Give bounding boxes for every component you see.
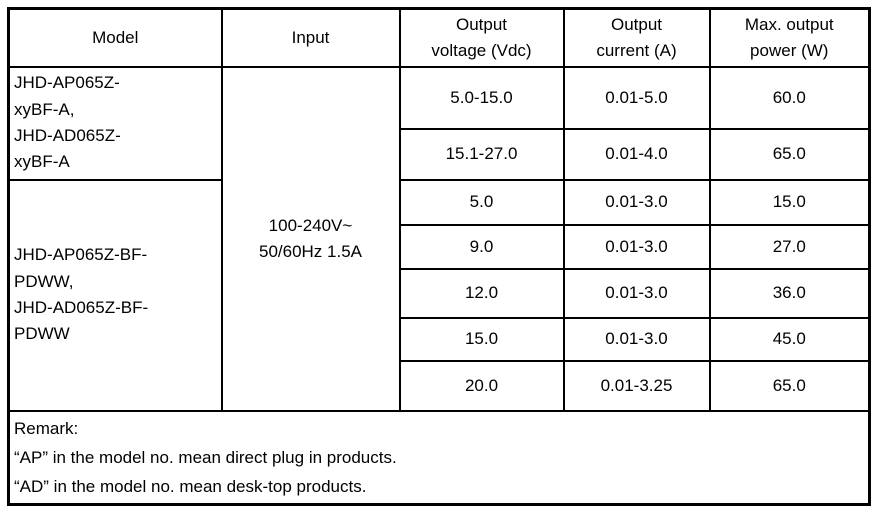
cell-power-5: 45.0	[708, 316, 871, 362]
remark-row: Remark: “AP” in the model no. mean direc…	[7, 409, 871, 505]
remark-cell: Remark: “AP” in the model no. mean direc…	[7, 409, 871, 505]
header-cell-max-output-power: Max. output power (W)	[708, 7, 871, 68]
cell-voltage-2: 5.0	[398, 178, 565, 226]
header-cell-output-voltage: Output voltage (Vdc)	[398, 7, 565, 68]
table-row: JHD-AP065Z- xyBF-A, JHD-AD065Z- xyBF-A 1…	[7, 65, 871, 412]
cell-current-6: 0.01-3.25	[562, 359, 711, 412]
cell-current-5: 0.01-3.0	[562, 316, 711, 362]
cell-voltage-6: 20.0	[398, 359, 565, 412]
cell-current-1: 0.01-4.0	[562, 127, 711, 181]
cell-voltage-5: 15.0	[398, 316, 565, 362]
table-row: 9.0 0.01-3.0 27.0	[9, 223, 871, 270]
table-row: 20.0 0.01-3.25 65.0	[9, 359, 871, 412]
cell-voltage-4: 12.0	[398, 267, 565, 319]
cell-current-0: 0.01-5.0	[562, 65, 711, 130]
table-row: 15.1-27.0 0.01-4.0 65.0	[9, 127, 871, 181]
cell-voltage-0: 5.0-15.0	[398, 65, 565, 130]
table-row: 12.0 0.01-3.0 36.0	[9, 267, 871, 319]
cell-current-3: 0.01-3.0	[562, 223, 711, 270]
cell-power-1: 65.0	[708, 127, 871, 181]
header-cell-output-current: Output current (A)	[562, 7, 711, 68]
table-header-row: Model Input Output voltage (Vdc) Output …	[7, 7, 871, 68]
model-group-2-cell: JHD-AP065Z-BF- PDWW, JHD-AD065Z-BF- PDWW	[7, 178, 223, 412]
cell-voltage-3: 9.0	[398, 223, 565, 270]
remark-line-ad: “AD” in the model no. mean desk-top prod…	[14, 476, 367, 496]
input-cell: 100-240V~ 50/60Hz 1.5A	[220, 65, 401, 412]
remark-title: Remark:	[14, 418, 79, 438]
cell-power-3: 27.0	[708, 223, 871, 270]
cell-power-6: 65.0	[708, 359, 871, 412]
table-row: 15.0 0.01-3.0 45.0	[9, 316, 871, 362]
cell-voltage-1: 15.1-27.0	[398, 127, 565, 181]
cell-current-2: 0.01-3.0	[562, 178, 711, 226]
power-spec-table: Model Input Output voltage (Vdc) Output …	[7, 7, 871, 506]
cell-current-4: 0.01-3.0	[562, 267, 711, 319]
header-cell-input: Input	[220, 7, 401, 68]
table-row: JHD-AP065Z-BF- PDWW, JHD-AD065Z-BF- PDWW…	[7, 178, 871, 412]
cell-power-0: 60.0	[708, 65, 871, 130]
model-group-1-cell: JHD-AP065Z- xyBF-A, JHD-AD065Z- xyBF-A	[7, 65, 223, 181]
cell-power-4: 36.0	[708, 267, 871, 319]
remark-line-ap: “AP” in the model no. mean direct plug i…	[14, 447, 397, 467]
cell-power-2: 15.0	[708, 178, 871, 226]
header-cell-model: Model	[7, 7, 223, 68]
